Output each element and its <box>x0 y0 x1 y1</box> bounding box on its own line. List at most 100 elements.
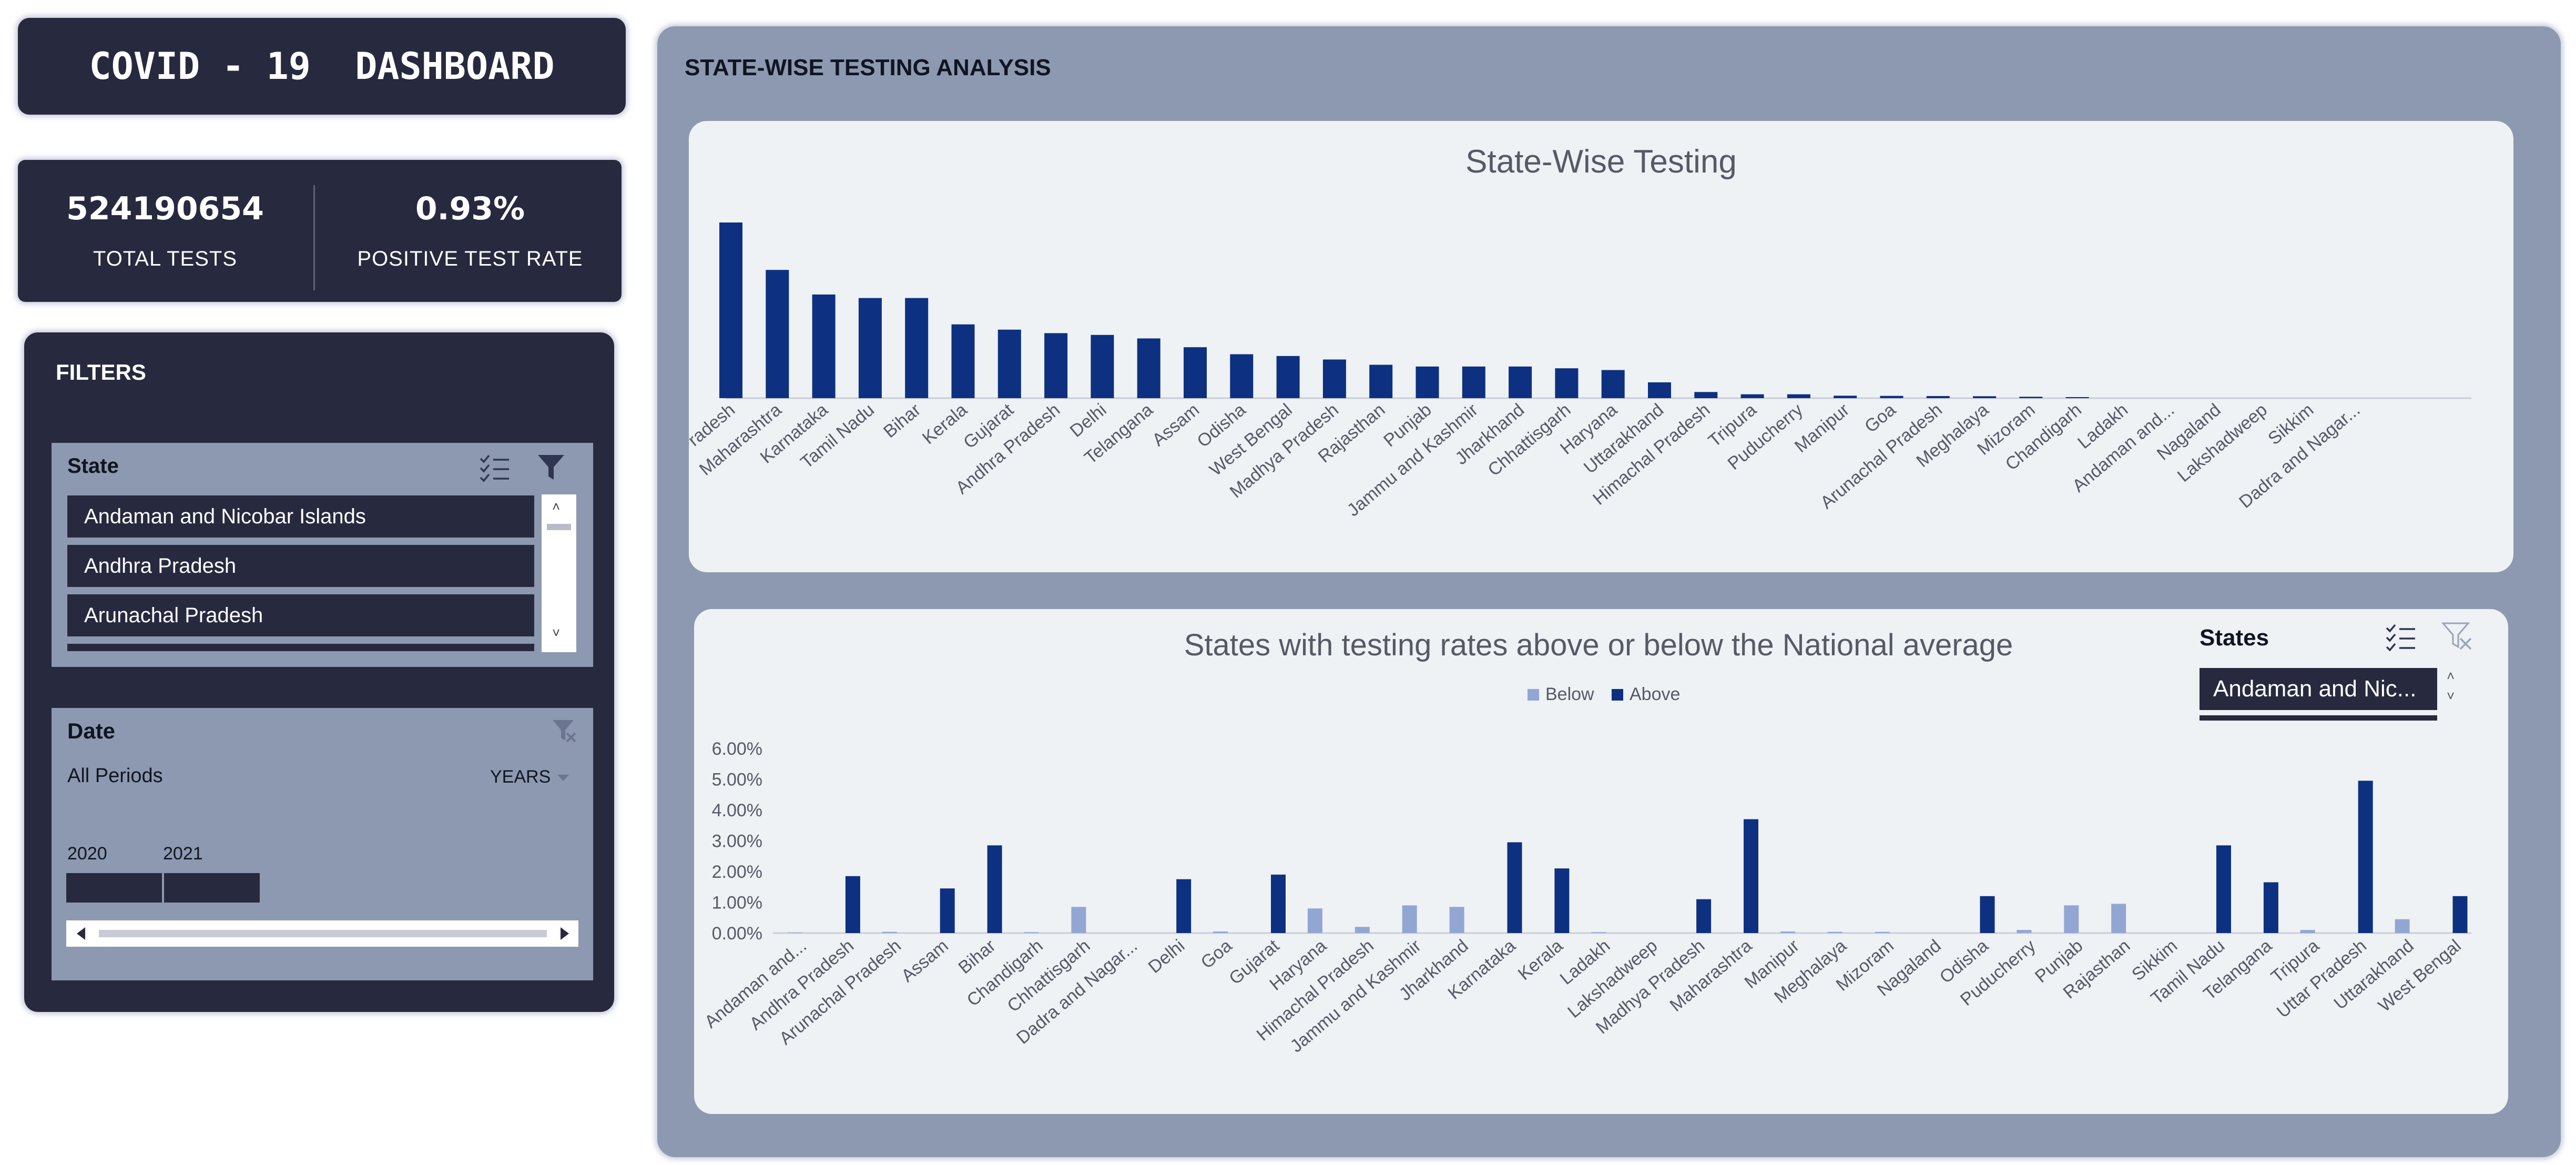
kpi-divider <box>313 185 315 290</box>
states-slicer: States Andaman and Nic... ˄ ˅ <box>2185 609 2485 741</box>
date-slicer-title: Date <box>67 718 116 743</box>
kpi-positive-rate: 0.93% POSITIVE TEST RATE <box>323 160 617 302</box>
chart1-bar <box>1091 335 1114 398</box>
scroll-left-icon[interactable] <box>74 926 89 941</box>
dropdown-arrow-icon[interactable] <box>556 773 570 783</box>
national-average-chart: States with testing rates above or below… <box>701 628 2471 1057</box>
chart1-bar <box>2065 397 2089 398</box>
chart2-bar-above <box>2358 781 2373 933</box>
states-slicer-title: States <box>2200 625 2269 651</box>
chart2-y-tick-label: 6.00% <box>712 739 762 759</box>
chart2-tick-label: Delhi <box>1145 936 1189 977</box>
scroll-right-icon[interactable] <box>556 926 572 941</box>
date-granularity-dropdown[interactable]: YEARS <box>490 767 551 787</box>
chart2-bar-below <box>1213 931 1228 933</box>
clear-filter-icon[interactable] <box>2441 621 2474 652</box>
scroll-up-icon[interactable]: ˄ <box>2447 668 2455 684</box>
chart2-tick-label: Goa <box>1197 936 1236 972</box>
chart2-bar-above <box>1980 896 1995 933</box>
chart1-bar <box>1601 370 1625 398</box>
state-slicer-title: State <box>67 454 119 478</box>
chart1-bar <box>1555 368 1579 398</box>
scroll-up-icon[interactable]: ˄ <box>552 499 561 514</box>
chart1-bar <box>1322 359 1346 398</box>
dashboard-title: COVID - 19 DASHBOARD <box>18 18 626 115</box>
chart2-bar-above <box>2216 845 2231 933</box>
state-item-andaman[interactable]: Andaman and Nicobar Islands <box>67 495 534 538</box>
chart2-bar-below <box>2111 904 2126 933</box>
chart2-legend-swatch <box>1612 689 1623 701</box>
chart1-title: State-Wise Testing <box>1465 144 1737 180</box>
chart2-bar-below <box>1024 932 1039 933</box>
scroll-down-icon[interactable]: ˅ <box>2447 688 2455 704</box>
clear-filter-icon[interactable] <box>551 717 577 744</box>
main-section-title: STATE-WISE TESTING ANALYSIS <box>685 55 1051 80</box>
chart2-y-tick-label: 3.00% <box>712 832 762 852</box>
states-item-partial <box>2200 715 2437 721</box>
chart2-y-tick-label: 4.00% <box>712 801 762 820</box>
chart1-bar <box>1137 338 1160 398</box>
chart1-tick-label: Bihar <box>880 400 924 442</box>
chart2-bar-above <box>1696 899 1712 933</box>
chart2-tick-label: Assam <box>898 936 952 986</box>
state-item-andhra[interactable]: Andhra Pradesh <box>67 545 534 587</box>
scroll-thumb[interactable] <box>547 524 571 530</box>
chart1-bar <box>1462 366 1485 398</box>
chart2-y-tick-label: 2.00% <box>712 862 762 882</box>
chart2-bar-above <box>987 845 1002 933</box>
chart2-bar-below <box>1355 927 1370 933</box>
year-label-2021: 2021 <box>163 844 203 864</box>
chart2-bar-below <box>1780 931 1795 933</box>
chart1-bar <box>1834 396 1857 398</box>
filters-title: FILTERS <box>56 360 146 384</box>
year-block-2020[interactable] <box>66 873 162 903</box>
chart2-bar-above <box>1507 842 1522 933</box>
chart1-bar <box>1230 354 1254 398</box>
date-scroll-track[interactable] <box>99 930 547 937</box>
multi-select-icon[interactable] <box>477 453 511 483</box>
chart2-legend-label: Below <box>1545 684 1594 704</box>
total-tests-value: 524190654 <box>66 190 264 227</box>
chart2-bar-below <box>1307 908 1322 933</box>
states-slicer-item[interactable]: Andaman and Nic... <box>2200 668 2437 710</box>
chart2-tick-label: West Bengal <box>2375 936 2465 1016</box>
chart2-bar-below <box>1827 931 1842 933</box>
multi-select-icon[interactable] <box>2385 623 2416 651</box>
chart1-bar <box>1369 364 1393 398</box>
state-item-partial <box>67 644 534 651</box>
chart2-bar-above <box>1271 874 1286 933</box>
kpi-total-tests: 524190654 TOTAL TESTS <box>18 160 312 302</box>
chart2-bar-above <box>2263 882 2278 933</box>
date-slicer: Date All Periods YEARS 2020 2021 <box>52 708 593 980</box>
chart1-bar <box>1880 396 1903 398</box>
filter-icon[interactable] <box>536 452 566 483</box>
chart1-bar <box>1973 396 1997 398</box>
year-block-2021[interactable] <box>164 873 260 903</box>
chart2-bar-below <box>1449 907 1464 933</box>
chart2-bar-below <box>1402 905 1417 933</box>
state-wise-testing-card: State-Wise TestingUttar PradeshMaharasht… <box>642 121 2513 572</box>
chart2-bar-below <box>2017 930 2032 933</box>
chart1-bar <box>905 298 929 398</box>
date-timeline-scrollbar[interactable] <box>66 920 578 947</box>
chart1-bar <box>719 222 742 398</box>
state-scrollbar[interactable]: ˄ ˅ <box>542 494 576 652</box>
filters-panel: FILTERS State Andaman and Nicobar Island… <box>24 332 614 1012</box>
state-item-arunachal[interactable]: Arunachal Pradesh <box>67 594 534 636</box>
chart2-bar-above <box>1554 868 1570 933</box>
chart2-bar-above <box>2452 896 2468 933</box>
chart1-tick-label: Assam <box>1148 400 1203 450</box>
chart1-bar <box>1740 394 1764 398</box>
state-wise-testing-chart: State-Wise TestingUttar PradeshMaharasht… <box>642 144 2471 521</box>
chart1-bar <box>858 298 882 398</box>
chart2-y-tick-label: 5.00% <box>712 770 762 790</box>
chart1-bar <box>1276 356 1300 398</box>
chart2-bar-above <box>940 888 955 933</box>
scroll-down-icon[interactable]: ˅ <box>552 625 561 641</box>
date-period-label: All Periods <box>67 765 163 787</box>
chart2-bar-below <box>882 931 897 933</box>
chart1-bar <box>1184 347 1207 398</box>
chart2-legend-swatch <box>1528 689 1539 701</box>
chart2-legend-label: Above <box>1630 684 1680 704</box>
chart1-bar <box>997 329 1021 398</box>
